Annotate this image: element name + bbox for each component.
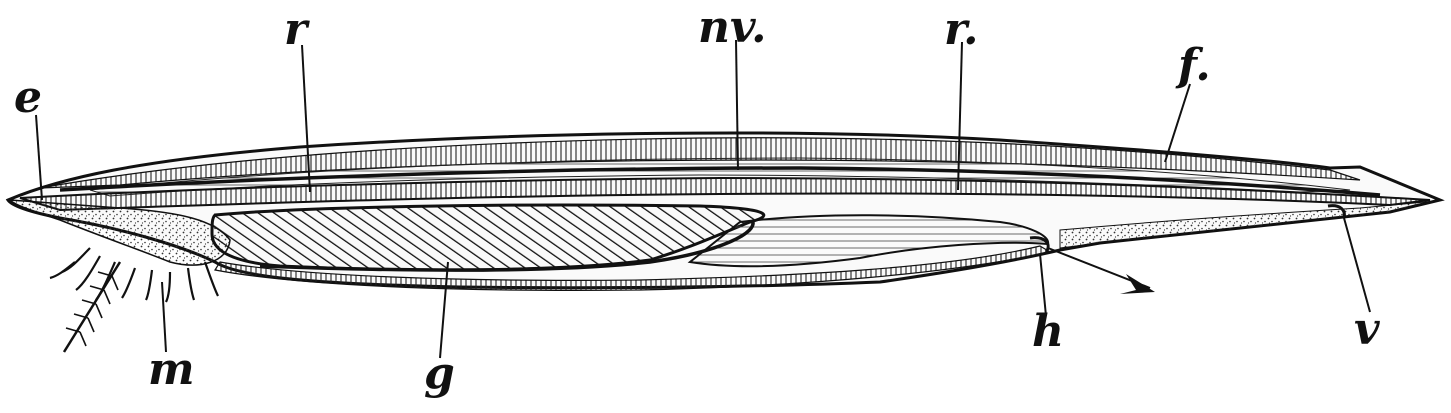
label-r-left: r <box>284 4 310 55</box>
label-m: m <box>148 344 195 395</box>
gut-outline <box>259 219 755 272</box>
anus <box>1327 204 1346 219</box>
label-nv: nv. <box>698 2 766 53</box>
intestine <box>687 214 1050 268</box>
gut-pharynx <box>210 203 766 272</box>
label-h: h <box>1032 306 1064 357</box>
notochord <box>19 176 1431 212</box>
label-e: e <box>14 72 42 123</box>
ventral-fin <box>214 245 1052 291</box>
oral-region <box>8 199 231 266</box>
feathered-cirrus <box>62 261 122 353</box>
label-g: g <box>424 348 455 399</box>
arrow-head <box>1120 274 1155 294</box>
atriopore <box>1029 236 1050 253</box>
nerve-cord <box>59 166 1381 197</box>
label-f: f. <box>1175 40 1211 91</box>
leader-lines <box>35 39 1371 359</box>
label-v: v <box>1354 304 1380 355</box>
tail-region <box>1059 200 1437 249</box>
label-r-right: r. <box>944 4 978 55</box>
